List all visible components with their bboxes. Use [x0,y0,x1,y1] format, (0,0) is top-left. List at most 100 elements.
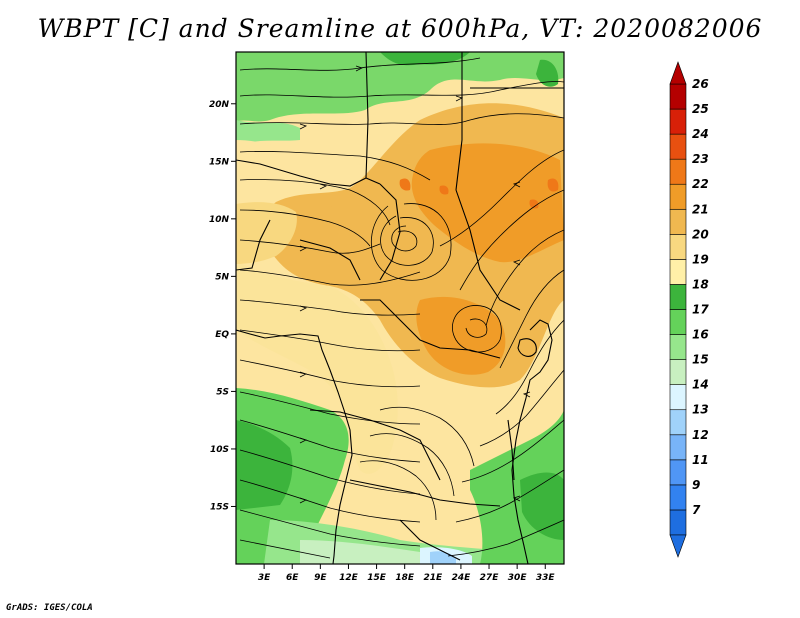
colorbar-swatch [669,158,687,185]
streamline [239,239,381,254]
colorbar-swatch [669,83,687,110]
streamline [239,329,421,352]
streamline [465,318,488,338]
streamline [485,229,564,327]
lat-tick-label: 10S [210,445,229,455]
colorbar-label: 26 [692,77,709,91]
lon-tick-label: 27E [480,573,500,583]
border [236,219,271,271]
colorbar-swatch [669,133,687,160]
colorbar-label: 16 [692,328,709,342]
streamline [370,203,452,281]
streamline [459,189,564,291]
lat-tick-label: 15N [209,157,230,167]
lat-tick-label: 10N [209,215,230,225]
colorbar-label: 19 [692,252,709,266]
colorbar-swatch [669,234,687,260]
lon-tick-label: 9E [314,573,327,583]
colorbar-label: 17 [692,303,709,317]
streamline [380,215,434,266]
lon-tick-label: 30E [508,573,528,583]
streamline [239,209,371,247]
border [349,479,501,507]
streamlines [239,57,564,559]
streamline [239,151,431,181]
streamline [461,419,564,483]
longitude-axis: 3E 6E 9E 12E 15E 18E 21E 24E 27E 30E 33E [258,564,555,583]
colorbar-label: 11 [692,453,709,467]
colorbar-swatch [669,183,687,210]
streamline [379,406,475,467]
streamline [391,225,418,252]
colorbar: 7 9 11 12 13 14 15 16 17 18 19 20 21 22 23 24 25 26 [669,61,709,558]
border [399,519,461,561]
colorbar-swatch [669,509,687,536]
streamline [452,305,502,353]
colorbar-label: 12 [692,428,709,442]
colorbar-label: 15 [692,353,709,367]
colorbar-swatch [669,208,687,235]
lat-tick-label: 5N [215,272,229,282]
colorbar-min-triangle [669,534,687,558]
colorbar-swatch [669,359,687,385]
lon-tick-label: 18E [395,573,415,583]
colorbar-label: 21 [692,202,709,216]
streamline [369,433,455,497]
colorbar-label: 9 [692,478,700,492]
streamline [239,479,421,523]
lat-tick-label: EQ [215,330,229,340]
streamline [239,299,421,316]
streamline [239,449,421,495]
colorbar-swatch [669,334,687,360]
border [309,409,441,481]
streamline [239,419,421,463]
credit-label: GrADS: IGES/COLA [6,603,93,613]
streamline [479,369,564,447]
colorbar-label: 25 [692,102,709,116]
colorbar-swatch [669,309,687,335]
lon-tick-label: 24E [452,573,472,583]
colorbar-label: 22 [692,177,709,191]
streamline [239,359,421,388]
streamline [447,519,564,557]
border [299,239,361,281]
streamline [239,179,391,226]
lake [507,419,515,481]
colorbar-swatch [669,108,687,135]
coastline [511,319,553,564]
lon-tick-label: 6E [286,573,299,583]
lon-tick-label: 21E [423,573,443,583]
streamline [439,149,564,247]
streamline [239,57,481,71]
border [455,52,463,191]
streamline [239,539,331,559]
streamline [239,81,564,98]
colorbar-label: 18 [692,277,709,291]
latitude-axis: 20N 15N 10N 5N EQ 5S 10S 15S [209,100,236,512]
colorbar-swatch [669,459,687,486]
lake [517,338,537,357]
border [379,183,401,281]
country-borders [236,52,564,564]
lat-tick-label: 15S [210,502,229,512]
streamline [495,319,564,415]
coastline [236,329,353,564]
border [455,189,521,311]
streamline [239,269,421,286]
streamline [455,469,564,523]
border [365,52,369,179]
chart-title: WBPT [C] and Sreamline at 600hPa, VT: 20… [37,14,763,43]
streamline [359,460,437,521]
colorbar-label: 20 [692,227,709,241]
colorbar-swatch [669,434,687,461]
streamline [239,113,564,126]
colorbar-swatch [669,259,687,285]
border [236,159,381,187]
streamline [499,269,564,369]
colorbar-label: 14 [692,378,709,392]
colorbar-max-triangle [669,61,687,85]
colorbar-label: 7 [692,503,701,517]
colorbar-swatch [669,409,687,436]
colorbar-swatch [669,284,687,310]
map-frame [235,51,565,565]
